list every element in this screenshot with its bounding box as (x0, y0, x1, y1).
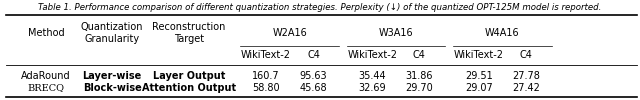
Text: 27.42: 27.42 (512, 83, 540, 93)
Text: Attention Output: Attention Output (141, 83, 236, 93)
Text: C4: C4 (413, 50, 426, 60)
Text: C4: C4 (520, 50, 532, 60)
Text: WikiText-2: WikiText-2 (241, 50, 291, 60)
Text: Method: Method (28, 28, 65, 38)
Text: 160.7: 160.7 (252, 71, 280, 81)
Text: AdaRound: AdaRound (21, 71, 71, 81)
Text: W2A16: W2A16 (272, 28, 307, 38)
Text: Reconstruction
Target: Reconstruction Target (152, 22, 225, 44)
Text: WikiText-2: WikiText-2 (454, 50, 504, 60)
Text: 29.70: 29.70 (405, 83, 433, 93)
Text: 27.78: 27.78 (512, 71, 540, 81)
Text: C4: C4 (307, 50, 320, 60)
Text: WikiText-2: WikiText-2 (348, 50, 397, 60)
Text: Layer-wise: Layer-wise (83, 71, 141, 81)
Text: 32.69: 32.69 (358, 83, 387, 93)
Text: Table 1. Performance comparison of different quantization strategies. Perplexity: Table 1. Performance comparison of diffe… (38, 3, 602, 12)
Text: 29.51: 29.51 (465, 71, 493, 81)
Text: 31.86: 31.86 (406, 71, 433, 81)
Text: 45.68: 45.68 (300, 83, 328, 93)
Text: Layer Output: Layer Output (152, 71, 225, 81)
Text: 35.44: 35.44 (358, 71, 387, 81)
Text: BRECQ: BRECQ (28, 84, 65, 92)
Text: 95.63: 95.63 (300, 71, 328, 81)
Text: 29.07: 29.07 (465, 83, 493, 93)
Text: Block-wise: Block-wise (83, 83, 141, 93)
Text: Quantization
Granularity: Quantization Granularity (81, 22, 143, 44)
Text: 58.80: 58.80 (252, 83, 280, 93)
Text: W4A16: W4A16 (485, 28, 520, 38)
Text: W3A16: W3A16 (378, 28, 413, 38)
